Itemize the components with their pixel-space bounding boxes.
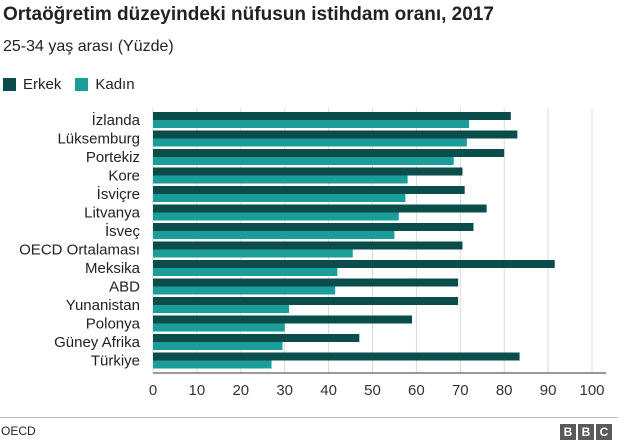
x-tick-label: 70 [452, 382, 469, 399]
category-label: Lüksemburg [57, 131, 140, 148]
category-label: Güney Afrika [54, 334, 141, 351]
bbc-logo-letter: B [560, 424, 576, 440]
bar-kadin [153, 268, 338, 276]
bar-erkek [153, 223, 474, 231]
category-label: Kore [108, 168, 140, 185]
bar-erkek [153, 297, 459, 305]
x-tick-label: 20 [232, 382, 249, 399]
bar-kadin [153, 175, 408, 184]
x-tick-label: 50 [364, 382, 381, 399]
category-label: İzlanda [92, 111, 141, 129]
chart-subtitle: 25-34 yaş arası (Yüzde) [3, 38, 174, 55]
bar-kadin [153, 194, 406, 202]
legend-swatch-kadin [75, 78, 89, 91]
bar-kadin [153, 212, 399, 221]
legend-swatch-erkek [3, 78, 16, 91]
category-label: Yunanistan [66, 297, 140, 314]
bar-kadin [153, 305, 290, 313]
legend-label-kadin: Kadın [95, 76, 135, 93]
x-tick-label: 100 [579, 382, 604, 399]
legend: Erkek Kadın [3, 76, 149, 93]
category-label: Polonya [86, 316, 141, 333]
x-tick-label: 10 [189, 382, 206, 399]
x-tick-label: 0 [149, 382, 157, 399]
legend-item-erkek: Erkek [3, 76, 61, 93]
bar-erkek [153, 149, 505, 157]
bbc-logo: B B C [558, 424, 612, 440]
source-label: OECD [1, 424, 36, 438]
x-tick-label: 40 [320, 382, 337, 399]
bbc-logo-letter: C [596, 424, 612, 440]
bar-kadin [153, 231, 395, 239]
x-tick-label: 30 [276, 382, 293, 399]
bar-erkek [153, 260, 555, 268]
bar-erkek [153, 186, 465, 194]
category-label: Meksika [85, 260, 141, 277]
category-label: Türkiye [91, 353, 140, 370]
bar-kadin [153, 138, 467, 147]
x-tick-label: 80 [496, 382, 513, 399]
bar-erkek [153, 167, 463, 176]
category-label: Portekiz [86, 149, 140, 166]
bar-kadin [153, 342, 283, 350]
bar-erkek [153, 278, 459, 287]
category-label: OECD Ortalaması [19, 242, 140, 259]
bar-erkek [153, 334, 360, 342]
bar-erkek [153, 241, 463, 250]
category-label: ABD [109, 279, 140, 296]
bar-erkek [153, 130, 518, 139]
legend-label-erkek: Erkek [23, 76, 62, 93]
bar-erkek [153, 315, 413, 324]
legend-item-kadin: Kadın [75, 76, 135, 93]
bar-erkek [153, 204, 487, 213]
bbc-logo-letter: B [578, 424, 594, 440]
bar-chart: 0 10 20 30 40 50 60 70 80 90 100İzlandaLüksemburgP… [19, 108, 606, 399]
bar-kadin [153, 157, 454, 165]
bar-erkek [153, 352, 520, 361]
bar-kadin [153, 249, 353, 258]
category-label: İsviçre [97, 185, 140, 203]
bar-kadin [153, 360, 272, 369]
x-tick-label: 90 [540, 382, 557, 399]
bar-kadin [153, 323, 285, 332]
bar-kadin [153, 120, 470, 128]
category-label: İsveç [105, 222, 141, 240]
footer-divider [0, 417, 618, 418]
category-label: Litvanya [84, 205, 141, 222]
x-tick-label: 60 [408, 382, 425, 399]
bar-kadin [153, 286, 336, 295]
bar-erkek [153, 112, 511, 120]
chart-title: Ortaöğretim düzeyindeki nüfusun istihdam… [3, 4, 494, 25]
